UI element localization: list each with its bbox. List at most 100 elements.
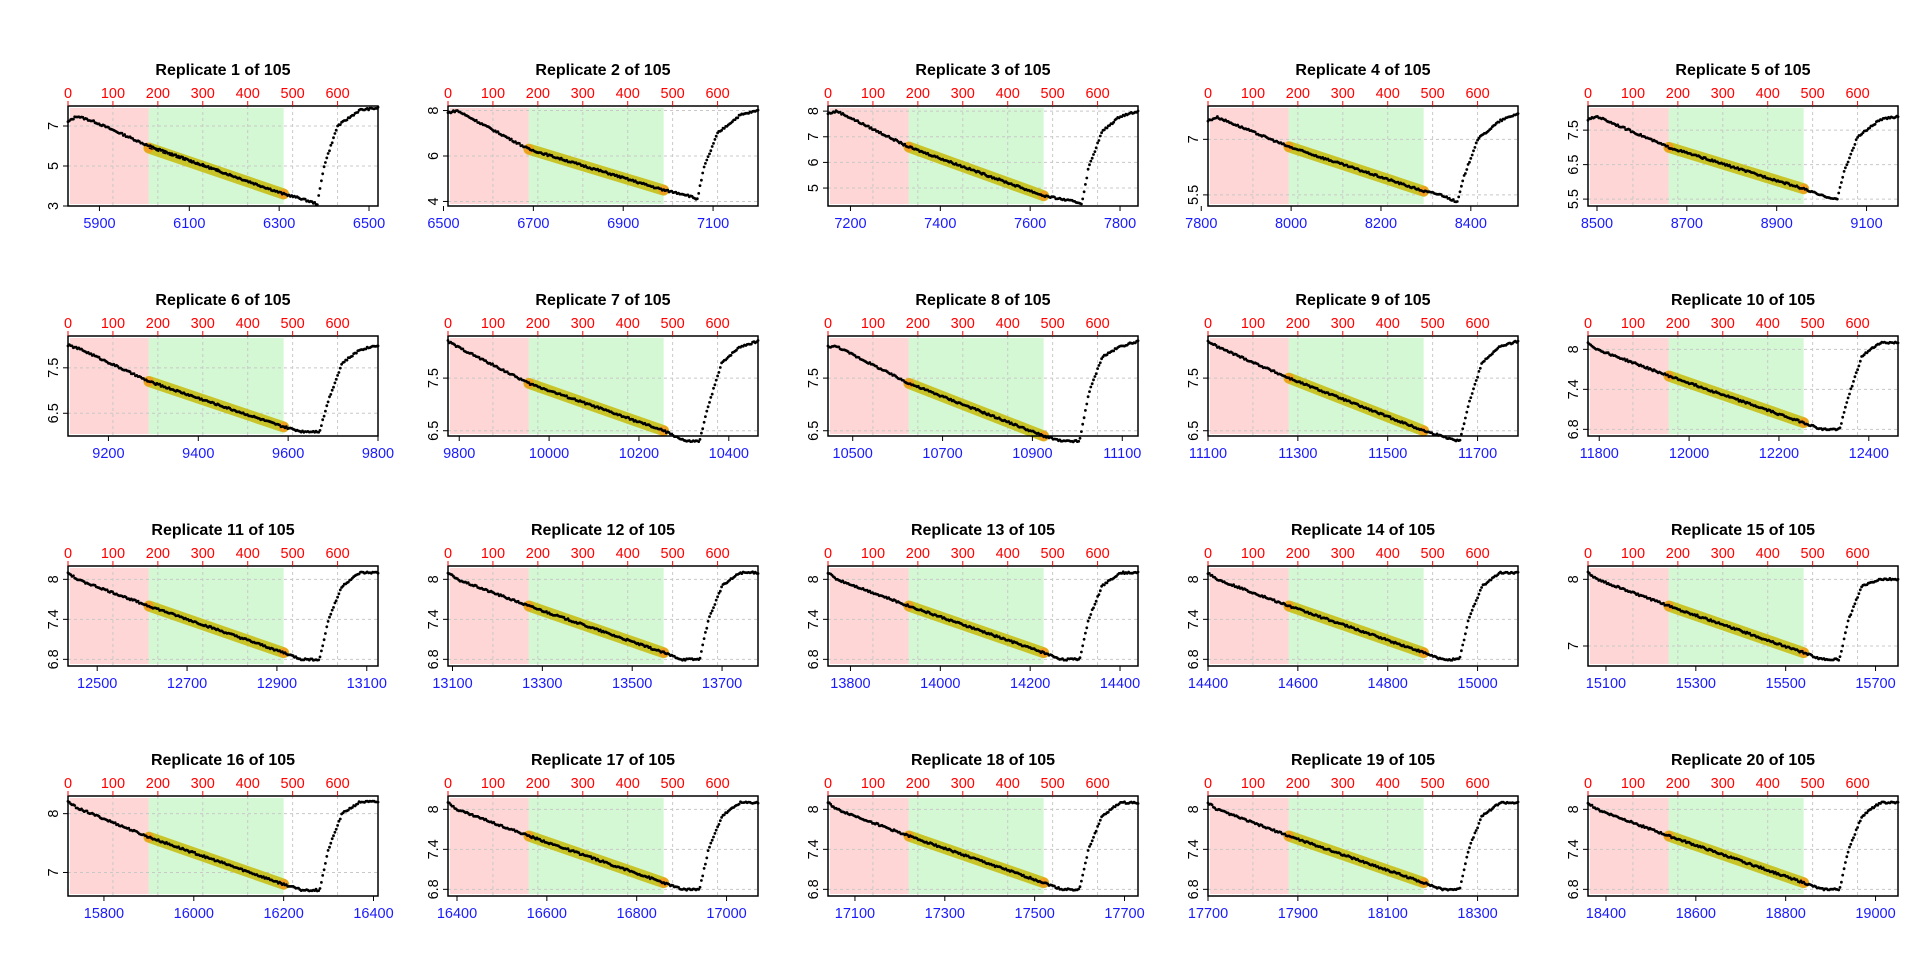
data-point (1088, 390, 1091, 393)
data-point (1837, 659, 1840, 662)
top-axis-label: 300 (571, 86, 595, 102)
data-point (1080, 651, 1083, 654)
y-axis-label: 7.5 (1186, 368, 1202, 388)
top-axis-label: 100 (861, 776, 885, 792)
top-axis-label: 100 (481, 316, 505, 332)
data-point (1836, 198, 1839, 201)
data-point (1845, 626, 1848, 629)
bottom-axis-label: 8400 (1455, 216, 1487, 232)
data-point (1080, 203, 1083, 206)
data-point (709, 149, 712, 152)
bottom-axis-label: 10700 (922, 446, 962, 462)
data-point (1099, 819, 1102, 822)
data-point (332, 386, 335, 389)
data-point (1468, 400, 1471, 403)
bottom-axis-label: 13100 (432, 676, 472, 692)
top-axis-label: 600 (1465, 546, 1489, 562)
top-axis-label: 500 (661, 86, 685, 102)
data-point (1844, 406, 1847, 409)
bottom-axis-label: 16400 (437, 906, 477, 922)
top-axis-label: 300 (1331, 546, 1355, 562)
top-axis-label: 400 (236, 546, 260, 562)
data-point (1098, 593, 1101, 596)
bottom-axis-label: 15100 (1586, 676, 1626, 692)
top-axis-label: 500 (1421, 86, 1445, 102)
chart-title: Replicate 18 of 105 (911, 752, 1055, 769)
top-axis-label: 600 (1845, 86, 1869, 102)
data-point (719, 819, 722, 822)
data-point (1475, 379, 1478, 382)
data-point (319, 429, 322, 432)
data-point (1471, 609, 1474, 612)
data-point (709, 842, 712, 845)
data-point (1468, 161, 1471, 164)
data-point (1084, 632, 1087, 635)
y-axis-label: 8 (806, 107, 822, 115)
data-point (1099, 135, 1102, 138)
top-axis-label: 0 (64, 546, 72, 562)
chart-title: Replicate 17 of 105 (531, 752, 675, 769)
data-point (334, 831, 337, 834)
data-point (327, 620, 330, 623)
data-point (339, 589, 342, 592)
y-axis-label: 7.5 (46, 358, 62, 378)
top-axis-label: 400 (996, 86, 1020, 102)
bottom-axis-label: 13700 (702, 676, 742, 692)
y-axis-label: 8 (1566, 575, 1582, 583)
data-point (1843, 170, 1846, 173)
top-axis-label: 0 (444, 776, 452, 792)
data-point (714, 832, 717, 835)
top-axis-label: 100 (1241, 316, 1265, 332)
top-axis-label: 300 (191, 776, 215, 792)
bottom-axis-label: 7400 (924, 216, 956, 232)
data-point (1460, 433, 1463, 436)
top-axis-label: 400 (616, 316, 640, 332)
chart-title: Replicate 7 of 105 (535, 292, 670, 309)
pre-fit-region (70, 568, 149, 664)
bottom-axis-label: 10200 (619, 446, 659, 462)
data-point (321, 644, 324, 647)
chart-title: Replicate 12 of 105 (531, 522, 675, 539)
data-point (1840, 181, 1843, 184)
data-point (1457, 196, 1460, 199)
data-point (1464, 632, 1467, 635)
y-axis-label: 5 (806, 184, 822, 192)
data-point (1089, 843, 1092, 846)
data-point (1840, 422, 1843, 425)
data-point (1464, 172, 1467, 175)
data-point (705, 627, 708, 630)
data-point (1854, 602, 1857, 605)
pre-fit-region (1590, 108, 1669, 204)
data-point (1465, 411, 1468, 414)
data-point (1461, 180, 1464, 183)
bottom-axis-label: 12000 (1669, 446, 1709, 462)
data-point (336, 824, 339, 827)
data-point (703, 166, 706, 169)
chart-title: Replicate 15 of 105 (1671, 522, 1815, 539)
data-point (1087, 395, 1090, 398)
data-point (699, 886, 702, 889)
data-point (1475, 599, 1478, 602)
bottom-axis-label: 11300 (1278, 446, 1317, 462)
y-axis-label: 7.4 (46, 609, 62, 629)
data-point (1847, 397, 1850, 400)
top-axis-label: 200 (146, 546, 170, 562)
data-point (705, 410, 708, 413)
top-axis-label: 500 (1041, 546, 1065, 562)
data-point (1476, 376, 1479, 379)
data-point (1094, 375, 1097, 378)
y-axis-label: 5.5 (1566, 189, 1582, 209)
data-point (1464, 417, 1467, 420)
top-axis-label: 400 (1756, 316, 1780, 332)
data-point (1854, 143, 1857, 146)
bottom-axis-label: 12900 (257, 676, 297, 692)
data-point (1474, 146, 1477, 149)
top-axis-label: 300 (951, 546, 975, 562)
top-axis-label: 600 (1845, 316, 1869, 332)
